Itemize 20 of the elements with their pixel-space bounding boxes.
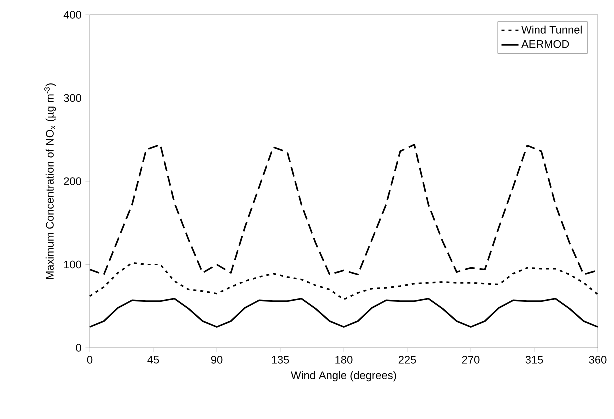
y-tick-label: 200 bbox=[64, 178, 82, 186]
x-axis-title: Wind Angle (degrees) bbox=[291, 371, 396, 382]
x-tick-label: 315 bbox=[526, 356, 544, 364]
y-tick-label: 0 bbox=[76, 344, 82, 352]
legend-label: AERMOD bbox=[522, 40, 570, 48]
line-series bbox=[89, 298, 599, 328]
x-tick-label: 270 bbox=[462, 356, 480, 364]
y-axis-title: Maximum Concentration of NO$_{x}$ (µg m$^{-3}$) bbox=[44, 84, 56, 280]
x-tick-label: 135 bbox=[272, 356, 290, 364]
x-tick-label: 360 bbox=[589, 356, 607, 364]
y-tick-label: 400 bbox=[64, 11, 82, 19]
x-tick-label: 225 bbox=[398, 356, 416, 364]
x-tick-label: 45 bbox=[148, 356, 160, 364]
x-tick-label: 180 bbox=[336, 356, 353, 364]
line-series bbox=[89, 262, 599, 301]
y-tick-label: 100 bbox=[64, 260, 82, 269]
y-tick-label: 300 bbox=[64, 94, 82, 102]
legend-label: Wind Tunnel bbox=[522, 26, 582, 34]
x-tick-label: 0 bbox=[87, 356, 93, 364]
x-tick-label: 90 bbox=[211, 356, 223, 364]
